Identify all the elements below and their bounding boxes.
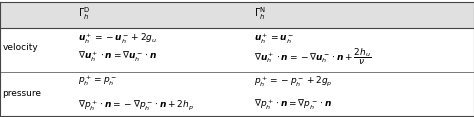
Bar [0, 2, 474, 28]
Text: $\nabla\boldsymbol{u}_h^+ \cdot \boldsymbol{n} = -\nabla\boldsymbol{u}_h^- \cdot: $\nabla\boldsymbol{u}_h^+ \cdot \boldsym… [254, 47, 371, 67]
Text: $p_h^+ = p_h^-$: $p_h^+ = p_h^-$ [78, 74, 118, 88]
Text: $p_h^+ = -p_h^- + 2g_p$: $p_h^+ = -p_h^- + 2g_p$ [254, 74, 332, 88]
Text: pressure: pressure [2, 89, 41, 97]
Text: $\Gamma_h^{\mathrm{D}}$: $\Gamma_h^{\mathrm{D}}$ [78, 6, 91, 22]
Text: $\boldsymbol{u}_h^+ = -\boldsymbol{u}_h^- + 2g_u$: $\boldsymbol{u}_h^+ = -\boldsymbol{u}_h^… [78, 32, 157, 46]
Text: $\boldsymbol{u}_h^+ = \boldsymbol{u}_h^-$: $\boldsymbol{u}_h^+ = \boldsymbol{u}_h^-… [254, 32, 293, 46]
Text: velocity: velocity [2, 43, 38, 52]
Text: $\nabla p_h^+ \cdot \boldsymbol{n} = \nabla p_h^- \cdot \boldsymbol{n}$: $\nabla p_h^+ \cdot \boldsymbol{n} = \na… [254, 98, 332, 112]
Text: $\nabla p_h^+ \cdot \boldsymbol{n} = -\nabla p_h^- \cdot \boldsymbol{n} + 2h_p$: $\nabla p_h^+ \cdot \boldsymbol{n} = -\n… [78, 98, 194, 112]
Text: $\nabla\boldsymbol{u}_h^+ \cdot \boldsymbol{n} = \nabla\boldsymbol{u}_h^- \cdot : $\nabla\boldsymbol{u}_h^+ \cdot \boldsym… [78, 50, 157, 64]
Text: $\Gamma_h^{\mathrm{N}}$: $\Gamma_h^{\mathrm{N}}$ [254, 6, 265, 22]
